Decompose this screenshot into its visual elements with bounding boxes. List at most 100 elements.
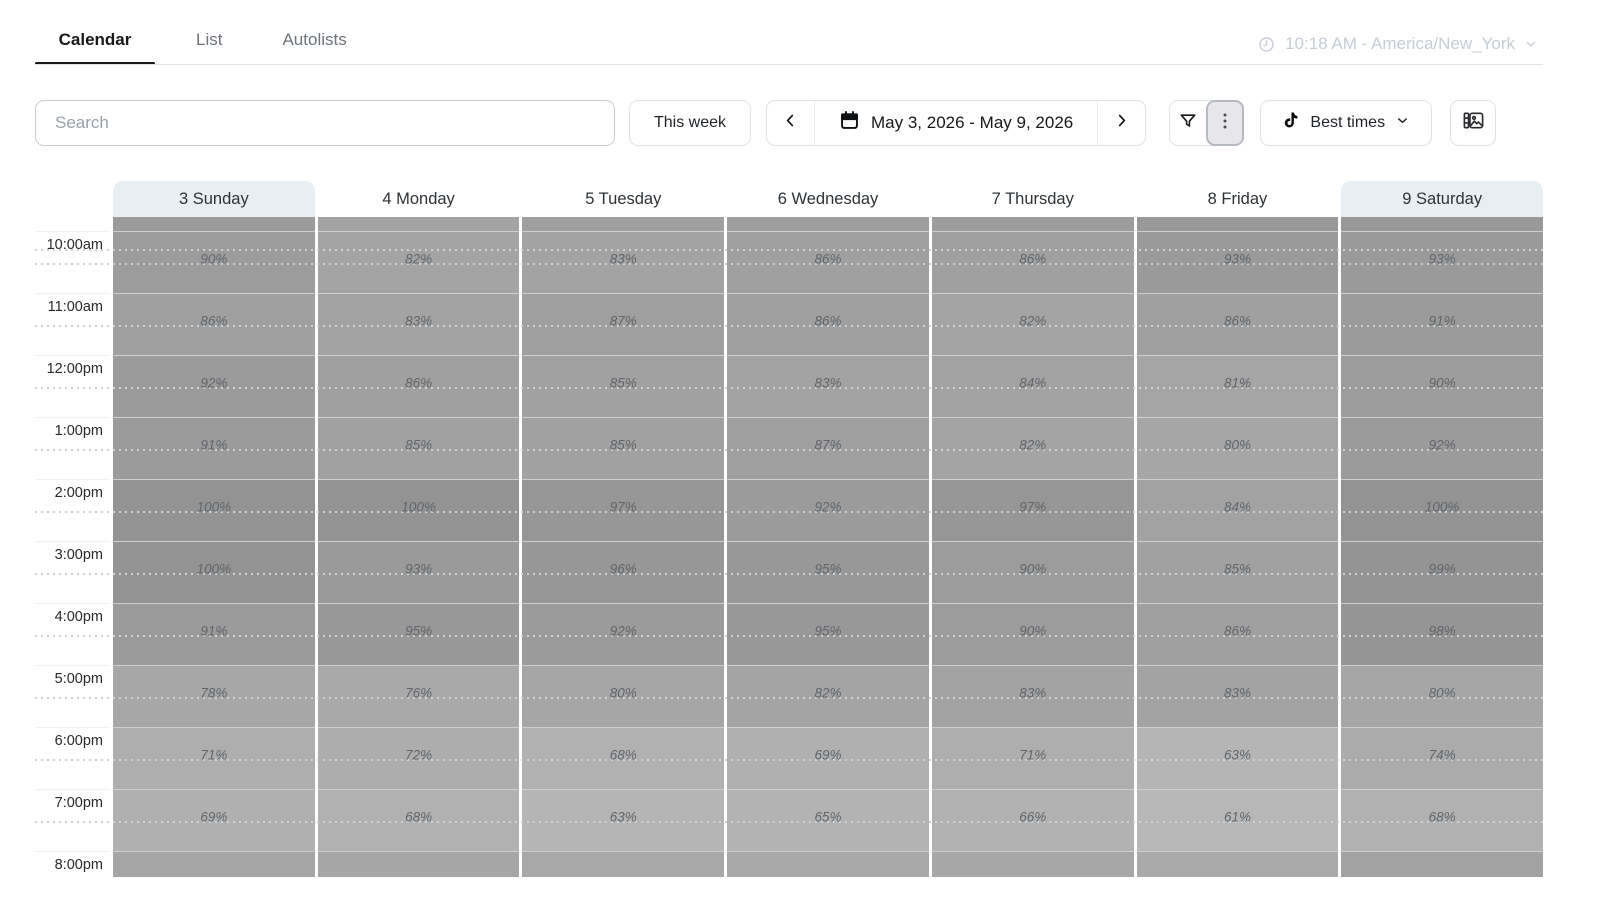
best-time-slot[interactable]	[1136, 851, 1339, 877]
best-time-slot[interactable]	[1136, 217, 1339, 231]
day-header[interactable]: 8 Friday	[1207, 189, 1268, 208]
best-time-slot[interactable]: 97%	[522, 479, 725, 541]
best-time-slot[interactable]: 71%	[113, 727, 315, 789]
best-time-slot[interactable]: 90%	[931, 603, 1134, 665]
best-time-slot[interactable]: 86%	[317, 355, 520, 417]
best-time-slot[interactable]: 82%	[931, 417, 1134, 479]
best-time-slot[interactable]: 81%	[1136, 355, 1339, 417]
best-time-slot[interactable]	[931, 851, 1134, 877]
search-input[interactable]	[35, 100, 615, 146]
this-week-button[interactable]: This week	[629, 100, 751, 146]
best-time-slot[interactable]	[113, 851, 315, 877]
best-time-slot[interactable]: 99%	[1341, 541, 1543, 603]
best-time-slot[interactable]: 100%	[1341, 479, 1543, 541]
day-header[interactable]: 9 Saturday	[1341, 181, 1544, 217]
best-time-slot[interactable]	[113, 217, 315, 231]
best-time-slot[interactable]: 87%	[522, 293, 725, 355]
best-time-slot[interactable]	[727, 217, 929, 231]
best-time-slot[interactable]: 87%	[727, 417, 929, 479]
best-time-slot[interactable]	[1341, 217, 1543, 231]
best-time-slot[interactable]: 90%	[113, 231, 315, 293]
best-time-slot[interactable]: 84%	[1136, 479, 1339, 541]
best-time-slot[interactable]: 83%	[1136, 665, 1339, 727]
best-time-slot[interactable]: 69%	[727, 727, 929, 789]
best-time-slot[interactable]: 93%	[1136, 231, 1339, 293]
best-time-slot[interactable]: 68%	[317, 789, 520, 851]
best-time-slot[interactable]: 83%	[317, 293, 520, 355]
best-time-slot[interactable]: 68%	[522, 727, 725, 789]
best-time-slot[interactable]: 65%	[727, 789, 929, 851]
best-time-slot[interactable]: 95%	[727, 603, 929, 665]
tab-autolists[interactable]: Autolists	[282, 30, 347, 49]
best-time-slot[interactable]: 83%	[522, 231, 725, 293]
best-time-slot[interactable]: 86%	[727, 293, 929, 355]
best-time-slot[interactable]: 63%	[522, 789, 725, 851]
best-time-slot[interactable]: 82%	[317, 231, 520, 293]
timezone-selector[interactable]: 10:18 AM - America/New_York	[1257, 34, 1538, 54]
best-time-slot[interactable]: 80%	[522, 665, 725, 727]
best-time-slot[interactable]: 97%	[931, 479, 1134, 541]
day-header[interactable]: 3 Sunday	[113, 181, 315, 217]
best-time-slot[interactable]: 100%	[113, 541, 315, 603]
day-header[interactable]: 6 Wednesday	[777, 189, 879, 208]
best-time-slot[interactable]	[931, 217, 1134, 231]
best-time-slot[interactable]: 74%	[1341, 727, 1543, 789]
best-time-slot[interactable]	[1341, 851, 1543, 877]
best-time-slot[interactable]: 92%	[113, 355, 315, 417]
more-options-button[interactable]	[1206, 100, 1245, 146]
best-time-slot[interactable]: 83%	[931, 665, 1134, 727]
previous-week-button[interactable]	[767, 101, 814, 145]
best-time-slot[interactable]: 80%	[1341, 665, 1543, 727]
day-header[interactable]: 7 Thursday	[991, 189, 1074, 208]
best-time-slot[interactable]: 100%	[113, 479, 315, 541]
best-time-slot[interactable]: 91%	[113, 603, 315, 665]
best-time-slot[interactable]: 86%	[931, 231, 1134, 293]
best-time-slot[interactable]: 61%	[1136, 789, 1339, 851]
best-time-slot[interactable]: 86%	[113, 293, 315, 355]
best-time-slot[interactable]: 90%	[1341, 355, 1543, 417]
best-time-slot[interactable]: 85%	[1136, 541, 1339, 603]
best-time-slot[interactable]: 93%	[1341, 231, 1543, 293]
best-time-slot[interactable]	[317, 217, 520, 231]
best-time-slot[interactable]: 86%	[1136, 293, 1339, 355]
best-time-slot[interactable]: 72%	[317, 727, 520, 789]
best-time-slot[interactable]: 92%	[522, 603, 725, 665]
day-header[interactable]: 5 Tuesday	[585, 189, 662, 208]
best-time-slot[interactable]: 63%	[1136, 727, 1339, 789]
best-time-slot[interactable]: 96%	[522, 541, 725, 603]
best-time-slot[interactable]: 78%	[113, 665, 315, 727]
best-time-slot[interactable]: 82%	[931, 293, 1134, 355]
best-time-slot[interactable]	[317, 851, 520, 877]
best-time-slot[interactable]: 86%	[727, 231, 929, 293]
best-time-slot[interactable]: 76%	[317, 665, 520, 727]
next-week-button[interactable]	[1098, 101, 1145, 145]
best-time-slot[interactable]: 92%	[1341, 417, 1543, 479]
tab-list[interactable]: List	[196, 30, 223, 49]
best-time-slot[interactable]: 82%	[727, 665, 929, 727]
best-time-slot[interactable]: 91%	[113, 417, 315, 479]
best-time-slot[interactable]: 95%	[727, 541, 929, 603]
best-time-slot[interactable]: 84%	[931, 355, 1134, 417]
best-time-slot[interactable]	[727, 851, 929, 877]
best-times-dropdown[interactable]: Best times	[1260, 100, 1433, 146]
best-time-slot[interactable]: 85%	[522, 355, 725, 417]
best-time-slot[interactable]: 71%	[931, 727, 1134, 789]
best-time-slot[interactable]: 85%	[317, 417, 520, 479]
best-time-slot[interactable]: 93%	[317, 541, 520, 603]
media-library-button[interactable]	[1450, 100, 1497, 146]
best-time-slot[interactable]: 92%	[727, 479, 929, 541]
date-range-button[interactable]: May 3, 2026 - May 9, 2026	[815, 101, 1097, 145]
best-time-slot[interactable]: 98%	[1341, 603, 1543, 665]
best-time-slot[interactable]	[522, 217, 725, 231]
best-time-slot[interactable]	[522, 851, 725, 877]
best-time-slot[interactable]: 85%	[522, 417, 725, 479]
best-time-slot[interactable]: 90%	[931, 541, 1134, 603]
best-time-slot[interactable]: 69%	[113, 789, 315, 851]
day-header[interactable]: 4 Monday	[382, 189, 455, 208]
best-time-slot[interactable]: 83%	[727, 355, 929, 417]
best-time-slot[interactable]: 80%	[1136, 417, 1339, 479]
best-time-slot[interactable]: 66%	[931, 789, 1134, 851]
filter-button[interactable]	[1170, 101, 1206, 145]
best-time-slot[interactable]: 68%	[1341, 789, 1543, 851]
best-time-slot[interactable]: 95%	[317, 603, 520, 665]
